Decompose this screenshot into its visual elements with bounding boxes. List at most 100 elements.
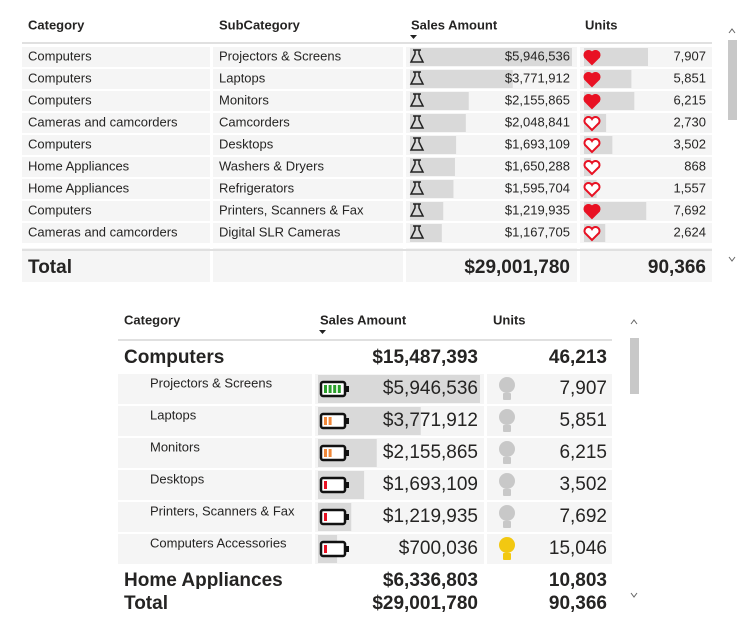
cell-bg — [213, 69, 403, 89]
cell-bg — [213, 201, 403, 221]
data-bar — [410, 114, 466, 132]
cell-bg — [213, 157, 403, 177]
total-value: 90,366 — [549, 593, 607, 614]
cell-bg — [406, 248, 577, 282]
cell-text: $3,771,912 — [505, 70, 570, 85]
cell-text: $1,219,935 — [383, 506, 478, 527]
group-value: $15,487,393 — [372, 347, 478, 368]
cell-bg — [118, 470, 312, 500]
bulb-base — [503, 457, 511, 464]
group-value: 10,803 — [549, 570, 607, 591]
battery-level — [324, 545, 327, 553]
battery-level — [324, 417, 327, 425]
flask-icon — [409, 71, 425, 85]
cell-text: 3,502 — [559, 474, 607, 495]
group-label: Home Appliances — [124, 570, 283, 591]
cell-bg — [213, 91, 403, 111]
cell-text: Home Appliances — [28, 158, 130, 173]
column-header: Sales Amount — [320, 312, 407, 327]
flask-icon — [409, 93, 425, 107]
cell-bg — [22, 157, 210, 177]
flask-icon — [409, 159, 425, 173]
battery-level — [324, 449, 327, 457]
cell-text: 7,692 — [559, 506, 607, 527]
cell-text: $2,048,841 — [505, 114, 570, 129]
heart-icon — [583, 50, 601, 66]
cell-text: Desktops — [150, 471, 205, 486]
cell-text: $1,693,109 — [505, 136, 570, 151]
group-value: $6,336,803 — [383, 570, 478, 591]
scrollbar[interactable] — [728, 28, 737, 262]
cell-bg — [22, 179, 210, 199]
cell-text: Printers, Scanners & Fax — [150, 503, 295, 518]
cell-text: 7,907 — [559, 378, 607, 399]
bulb-icon — [499, 377, 515, 393]
bulb-icon — [499, 441, 515, 457]
cell-text: $5,946,536 — [383, 378, 478, 399]
battery-level — [337, 385, 341, 393]
bulb-base — [503, 489, 511, 496]
cell-bg — [580, 113, 712, 133]
cell-text: Cameras and camcorders — [28, 114, 178, 129]
cell-bg — [580, 135, 712, 155]
cell-text: 7,907 — [673, 48, 706, 63]
bulb-icon — [499, 409, 515, 425]
battery-level — [324, 513, 327, 521]
bulb-icon — [499, 537, 515, 553]
battery-tip — [346, 482, 349, 488]
group-label: Computers — [124, 347, 224, 368]
battery-level — [328, 449, 332, 457]
cell-bg — [580, 157, 712, 177]
cell-text: Monitors — [219, 92, 269, 107]
total-value: $29,001,780 — [372, 593, 478, 614]
cell-bg — [213, 47, 403, 67]
cell-text: Monitors — [150, 439, 200, 454]
cell-text: 1,557 — [673, 180, 706, 195]
cell-bg — [580, 179, 712, 199]
cell-text: Projectors & Screens — [150, 375, 273, 390]
battery-tip — [346, 386, 349, 392]
battery-tip — [346, 418, 349, 424]
cell-bg — [580, 248, 712, 282]
cell-text: Computers Accessories — [150, 535, 287, 550]
cell-bg — [22, 248, 210, 282]
cell-text: Laptops — [150, 407, 197, 422]
cell-text: Refrigerators — [219, 180, 295, 195]
total-value: $29,001,780 — [464, 257, 570, 278]
cell-text: 5,851 — [559, 410, 607, 431]
battery-level — [333, 385, 337, 393]
cell-text: Computers — [28, 70, 92, 85]
column-header: Sales Amount — [411, 17, 498, 32]
flask-icon — [409, 49, 425, 63]
cell-text: 3,502 — [673, 136, 706, 151]
scrollbar[interactable] — [630, 319, 639, 598]
cell-bg — [22, 91, 210, 111]
cell-bg — [406, 223, 577, 243]
bulb-icon — [499, 473, 515, 489]
cell-text: Computers — [28, 48, 92, 63]
cell-text: $700,036 — [399, 538, 478, 559]
data-bar — [584, 48, 648, 66]
bulb-base — [503, 425, 511, 432]
cell-text: Desktops — [219, 136, 274, 151]
cell-bg — [213, 135, 403, 155]
flask-icon — [409, 203, 425, 217]
cell-bg — [406, 201, 577, 221]
cell-text: Printers, Scanners & Fax — [219, 202, 364, 217]
cell-bg — [118, 534, 312, 564]
column-header: SubCategory — [219, 17, 301, 32]
data-bar — [410, 92, 469, 110]
cell-bg — [118, 438, 312, 468]
heart-icon — [583, 116, 601, 132]
heart-icon — [583, 94, 601, 110]
cell-text: Washers & Dryers — [219, 158, 324, 173]
cell-bg — [213, 113, 403, 133]
cell-text: $1,693,109 — [383, 474, 478, 495]
cell-text: Projectors & Screens — [219, 48, 342, 63]
flask-icon — [409, 115, 425, 129]
cell-text: 6,215 — [673, 92, 706, 107]
cell-text: Computers — [28, 92, 92, 107]
cell-text: $2,155,865 — [383, 442, 478, 463]
